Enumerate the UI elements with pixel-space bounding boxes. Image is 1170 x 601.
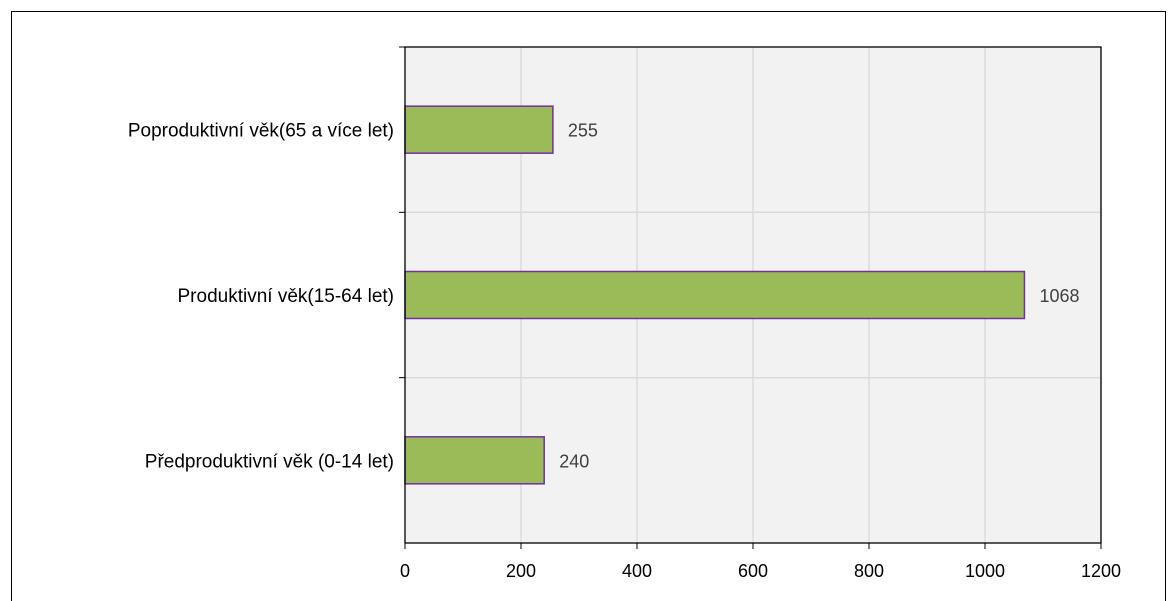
x-tick-label: 1000: [965, 561, 1005, 581]
x-tick-label: 600: [738, 561, 768, 581]
x-tick-label: 1200: [1081, 561, 1121, 581]
bars: [404, 105, 1026, 485]
category-label: Poproduktivní věk(65 a více let): [128, 121, 394, 142]
bar: [404, 436, 545, 485]
category-label: Předproduktivní věk (0-14 let): [145, 451, 394, 472]
x-tick-label: 800: [854, 561, 884, 581]
bar: [404, 105, 554, 154]
data-label: 1068: [1039, 286, 1079, 306]
x-tick-label: 0: [400, 561, 410, 581]
category-label: Produktivní věk(15-64 let): [178, 286, 395, 307]
labels: 0 200 400 600 800 1000 1200 240 Předproduktivní …: [128, 121, 1121, 581]
axes: [399, 46, 1102, 549]
plot-border: [404, 46, 1102, 544]
data-label: 255: [568, 121, 598, 141]
data-label: 240: [559, 451, 589, 471]
x-tick-label: 400: [622, 561, 652, 581]
x-tick-label: 200: [506, 561, 536, 581]
bar: [404, 270, 1026, 320]
